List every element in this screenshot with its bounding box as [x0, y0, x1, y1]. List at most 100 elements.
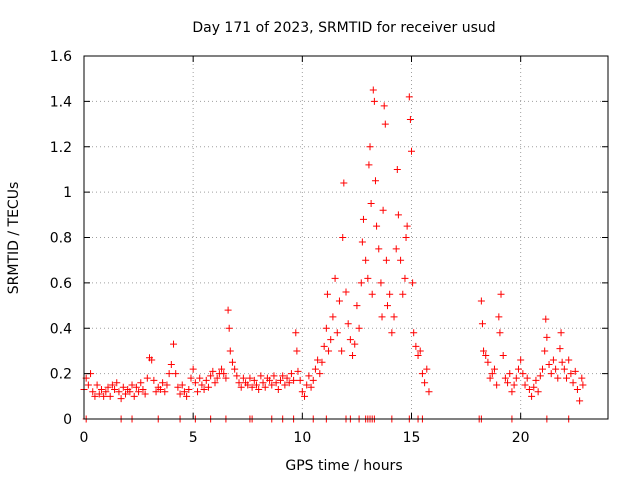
data-point [148, 356, 156, 364]
data-point [316, 370, 324, 378]
data-point [163, 381, 171, 389]
data-point [228, 358, 236, 366]
data-point [194, 388, 202, 396]
data-point [578, 374, 586, 382]
y-tick-label: 0.6 [50, 276, 72, 292]
data-point [104, 383, 112, 391]
data-point [536, 372, 544, 380]
data-point [351, 340, 359, 348]
data-point [340, 179, 348, 187]
data-point [270, 372, 278, 380]
data-point [397, 256, 405, 264]
data-point [573, 386, 581, 394]
data-point [401, 274, 409, 282]
chart-title: Day 171 of 2023, SRMTID for receiver usu… [192, 20, 495, 36]
data-point [167, 361, 175, 369]
data-point [314, 356, 322, 364]
x-tick-label: 10 [293, 430, 311, 446]
y-axis-label: SRMTID / TECUs [6, 182, 22, 295]
data-point [235, 379, 243, 387]
data-point [139, 386, 147, 394]
data-point [257, 372, 265, 380]
data-point [338, 347, 346, 355]
data-point [563, 374, 571, 382]
data-point [554, 374, 562, 382]
data-point [362, 256, 370, 264]
data-point [250, 376, 258, 384]
data-point [416, 347, 424, 355]
data-point [399, 290, 407, 298]
data-point [287, 370, 295, 378]
data-point [480, 347, 488, 355]
data-point [560, 365, 568, 373]
data-point [392, 245, 400, 253]
data-point [367, 199, 375, 207]
data-point [402, 234, 410, 241]
data-point [113, 379, 121, 387]
data-point [180, 388, 188, 396]
data-point [207, 372, 215, 380]
data-point [425, 388, 433, 396]
data-point [233, 372, 241, 380]
data-point [506, 370, 514, 378]
data-point [327, 336, 335, 344]
data-point [218, 365, 226, 373]
data-point [539, 365, 546, 373]
data-point [499, 351, 507, 359]
data-point [488, 370, 496, 378]
y-tick-label: 0.8 [50, 231, 72, 247]
data-point [220, 370, 228, 378]
data-point [97, 386, 105, 394]
data-point [406, 116, 414, 124]
x-tick-label: 20 [512, 430, 530, 446]
data-point [209, 367, 217, 375]
x-tick-label: 15 [403, 430, 421, 446]
data-point [119, 383, 127, 391]
data-point [359, 215, 367, 223]
data-point [89, 388, 97, 396]
data-point [545, 361, 553, 369]
data-point [339, 234, 347, 241]
data-point [128, 381, 136, 389]
data-point [325, 347, 333, 355]
data-point [478, 320, 486, 328]
data-point [198, 381, 206, 389]
data-point [111, 386, 119, 394]
data-point [152, 388, 160, 396]
y-tick-label: 1.2 [50, 140, 72, 156]
data-point [231, 365, 239, 373]
data-point [403, 222, 411, 230]
data-point [549, 356, 557, 364]
data-point [311, 365, 319, 373]
data-point [323, 290, 331, 298]
data-point [486, 374, 494, 382]
data-point [379, 206, 387, 214]
y-tick-label: 0.2 [50, 367, 72, 383]
data-point [274, 386, 282, 394]
data-point [294, 367, 302, 375]
data-point [132, 383, 140, 391]
y-tick-label: 0 [63, 412, 72, 428]
data-point [501, 374, 509, 382]
data-point [165, 370, 173, 378]
data-point [244, 381, 252, 389]
data-point [579, 381, 587, 389]
data-point [100, 392, 108, 400]
data-point [495, 313, 503, 321]
data-point [477, 297, 485, 305]
data-point [222, 374, 230, 382]
data-point [349, 351, 357, 359]
data-point [373, 222, 381, 230]
data-series [80, 86, 587, 423]
data-point [405, 93, 413, 101]
data-point [519, 370, 527, 378]
data-point [322, 324, 330, 332]
data-point [482, 351, 490, 359]
data-point [239, 374, 247, 382]
data-point [576, 397, 584, 405]
data-point [423, 365, 431, 373]
data-point [307, 383, 315, 391]
data-point [371, 177, 379, 185]
data-point [394, 211, 402, 219]
